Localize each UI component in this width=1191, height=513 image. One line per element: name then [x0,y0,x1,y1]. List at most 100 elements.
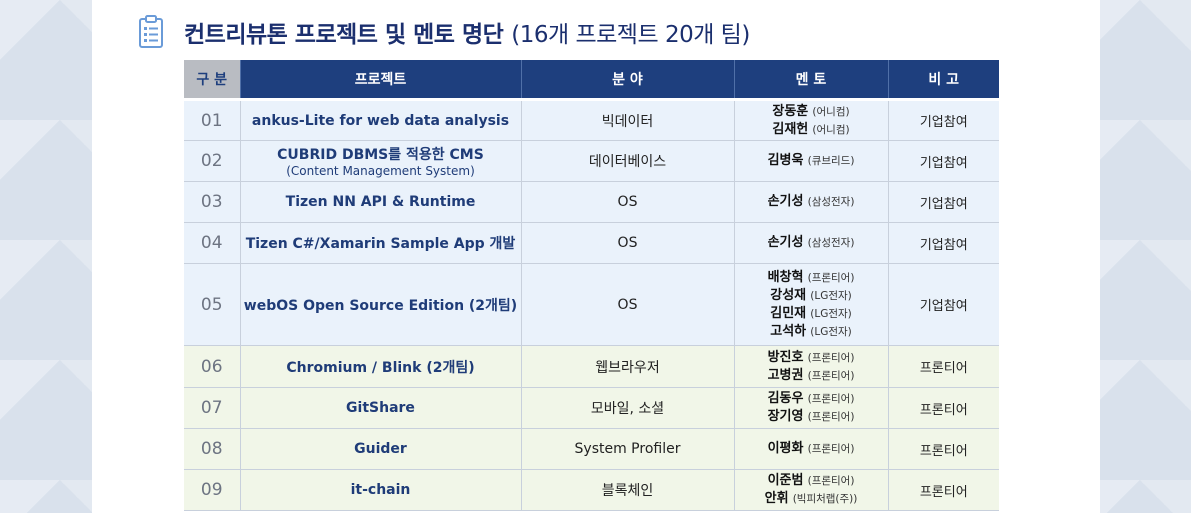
note-cell: 기업참여 [887,263,999,346]
mentor-org: (LG전자) [810,325,852,338]
project-name: Chromium / Blink (2개팀) [286,359,475,376]
mentor-name: 강성재 [770,287,807,303]
mentor-cell: 이준범 (프론티어) 안휘 (빅피처랩(주)) [733,469,888,511]
table-row: 07 GitShare 모바일, 소셜 김동우 (프론티어) 장기영 (프론티어) 프론티… [184,387,999,429]
mentor-cell: 김동우 (프론티어) 장기영 (프론티어) [733,387,888,429]
note-cell: 프론티어 [887,387,999,429]
section-heading: 컨트리뷰톤 프로젝트 및 멘토 명단 (16개 프로젝트 20개 팀) [138,12,750,52]
mentor-entry: 이준범 (프론티어) [735,472,888,490]
row-number: 07 [184,387,240,429]
mentor-entry: 김재헌 (어니컴) [735,121,888,139]
project-name: Tizen C#/Xamarin Sample App 개발 [245,236,516,252]
note-cell: 기업참여 [887,181,999,223]
column-header-mentor: 멘 토 [733,60,888,100]
mentor-name: 김민재 [770,305,807,321]
page-subtitle: (16개 프로젝트 20개 팀) [511,22,750,48]
table-body: 01 ankus-Lite for web data analysis 빅데이터 장동… [184,98,999,511]
table-header-row: 구 분 프로젝트 분 야 멘 토 비 고 [184,60,999,100]
project-subtitle: (Content Management System) [286,164,475,178]
project-cell: Tizen NN API & Runtime [239,181,521,223]
row-number: 03 [184,181,240,223]
mentor-org: (프론티어) [807,475,855,487]
field-cell: OS [520,263,734,346]
field-cell: OS [520,222,734,264]
row-number: 02 [184,140,240,182]
mentor-name: 방진호 [767,349,804,365]
note-cell: 프론티어 [887,469,999,511]
mentor-org: (프론티어) [807,443,855,455]
mentor-name: 김동우 [767,391,804,406]
mentor-entry: 김동우 (프론티어) [735,390,888,408]
table-row: 05 webOS Open Source Edition (2개팀) OS 배창혁 (… [184,263,999,346]
table-row: 01 ankus-Lite for web data analysis 빅데이터 장동… [184,98,999,141]
mentor-org: (큐브리드) [807,155,855,167]
project-name: webOS Open Source Edition (2개팀) [243,297,518,314]
project-cell: CUBRID DBMS를 적용한 CMS (Content Management … [239,140,521,182]
mentor-org: (프론티어) [807,369,855,382]
mentor-org: (프론티어) [807,351,855,364]
project-table: 구 분 프로젝트 분 야 멘 토 비 고 01 ankus-Lite for we… [184,60,999,511]
clipboard-icon [139,15,163,48]
mentor-name: 고석하 [770,323,807,339]
field-cell: 빅데이터 [520,98,734,141]
mentor-cell: 방진호 (프론티어) 고병권 (프론티어) [733,345,888,388]
mentor-org: (빅피처랩(주)) [792,493,858,505]
project-name: ankus-Lite for web data analysis [251,112,510,129]
mentor-name: 김병욱 [767,153,804,168]
table-row: 06 Chromium / Blink (2개팀) 웹브라우저 방진호 (프론티어) 고… [184,345,999,388]
note-cell: 기업참여 [887,140,999,182]
mentor-name: 이준범 [767,473,804,488]
project-name: Guider [354,441,407,457]
mentor-entry: 고병권 (프론티어) [735,367,888,385]
column-header-note: 비 고 [887,60,999,100]
mentor-entry: 배창혁 (프론티어) [735,269,888,287]
project-name: GitShare [346,400,415,416]
mentor-org: (삼성전자) [807,196,855,208]
table-row: 08 Guider System Profiler 이평화 (프론티어) 프론티어 [184,428,999,470]
project-cell: webOS Open Source Edition (2개팀) [239,263,521,346]
mentor-cell: 이평화 (프론티어) [733,428,888,470]
mentor-entry: 김민재 (LG전자) [735,305,888,323]
page-title: 컨트리뷰톤 프로젝트 및 멘토 명단 [184,22,504,48]
note-cell: 기업참여 [887,98,999,141]
mentor-cell: 장동훈 (어니컴) 김재헌 (어니컴) [733,98,888,141]
project-cell: Chromium / Blink (2개팀) [239,345,521,388]
table-row: 04 Tizen C#/Xamarin Sample App 개발 OS 손기성 (삼… [184,222,999,264]
column-header-project: 프로젝트 [239,60,521,100]
mentor-cell: 손기성 (삼성전자) [733,181,888,223]
field-cell: 블록체인 [520,469,734,511]
column-header-field: 분 야 [520,60,734,100]
mentor-cell: 배창혁 (프론티어) 강성재 (LG전자) 김민재 (LG전자) 고석하 (LG전자) [733,263,888,346]
mentor-entry: 방진호 (프론티어) [735,349,888,367]
note-cell: 프론티어 [887,345,999,388]
field-cell: 웹브라우저 [520,345,734,388]
mentor-org: (프론티어) [807,393,855,405]
mentor-entry: 김병욱 (큐브리드) [735,152,888,170]
row-number: 04 [184,222,240,264]
note-cell: 기업참여 [887,222,999,264]
mentor-entry: 강성재 (LG전자) [735,287,888,305]
mentor-name: 이평화 [767,441,804,456]
table-row: 03 Tizen NN API & Runtime OS 손기성 (삼성전자) 기업참여 [184,181,999,223]
mentor-name: 장기영 [767,409,804,424]
table-row: 09 it-chain 블록체인 이준범 (프론티어) 안휘 (빅피처랩(주)) 프론티어 [184,469,999,511]
project-name: it-chain [350,482,411,498]
project-cell: ankus-Lite for web data analysis [239,98,521,141]
mentor-entry: 고석하 (LG전자) [735,323,888,341]
mentor-name: 배창혁 [767,269,804,285]
row-number: 01 [184,98,240,141]
mentor-name: 장동훈 [772,103,809,119]
mentor-name: 김재헌 [772,121,809,137]
mentor-name: 안휘 [764,491,789,506]
field-cell: System Profiler [520,428,734,470]
mentor-name: 손기성 [767,235,804,250]
column-header-no: 구 분 [184,60,240,100]
mentor-org: (삼성전자) [807,237,855,249]
table-row: 02 CUBRID DBMS를 적용한 CMS (Content Managemen… [184,140,999,182]
mentor-entry: 장동훈 (어니컴) [735,103,888,121]
field-cell: 모바일, 소셜 [520,387,734,429]
mentor-org: (어니컴) [812,123,850,136]
row-number: 09 [184,469,240,511]
mentor-entry: 이평화 (프론티어) [735,440,888,458]
mentor-entry: 손기성 (삼성전자) [735,193,888,211]
